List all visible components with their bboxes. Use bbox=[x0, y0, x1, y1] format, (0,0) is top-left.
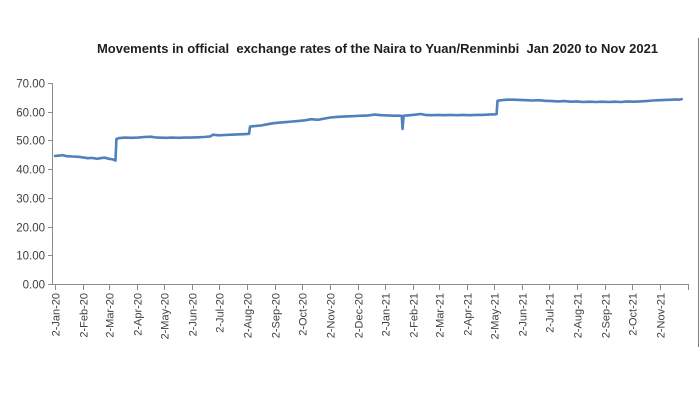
x-axis-tick-label: 2-Mar-21 bbox=[435, 293, 447, 338]
chart-title: Movements in official exchange rates of … bbox=[96, 41, 659, 56]
x-axis-tick-label: 2-Feb-21 bbox=[409, 293, 421, 338]
x-axis-tick-label: 2-Jan-21 bbox=[381, 293, 393, 336]
x-axis-tick-label: 2-Aug-20 bbox=[243, 293, 255, 338]
x-axis-tick-label: 2-May-20 bbox=[160, 293, 172, 339]
y-axis-tick-label: 50.00 bbox=[16, 136, 45, 148]
x-axis-tick-label: 2-Nov-20 bbox=[326, 293, 338, 338]
y-axis-tick-label: 0.00 bbox=[23, 280, 45, 292]
y-axis-tick-label: 30.00 bbox=[16, 194, 45, 206]
x-axis-tick-label: 2-Oct-21 bbox=[628, 293, 640, 336]
x-axis-tick-label: 2-Apr-21 bbox=[463, 293, 475, 336]
x-axis-tick-label: 2-Aug-21 bbox=[573, 293, 585, 338]
x-axis-tick-label: 2-Apr-20 bbox=[133, 293, 145, 336]
y-axis-tick-label: 10.00 bbox=[16, 251, 45, 263]
x-axis-tick-label: 2-Sep-20 bbox=[271, 293, 283, 338]
x-axis-tick-label: 2-Mar-20 bbox=[105, 293, 117, 338]
y-axis-tick-label: 60.00 bbox=[16, 108, 45, 120]
x-axis-tick-label: 2-May-21 bbox=[490, 293, 502, 339]
x-axis-tick-label: 2-Oct-20 bbox=[298, 293, 310, 336]
x-axis-tick-label: 2-Sep-21 bbox=[601, 293, 613, 338]
x-axis-tick-label: 2-Jul-21 bbox=[545, 293, 557, 333]
x-axis-tick-label: 2-Feb-20 bbox=[79, 293, 91, 338]
x-axis-tick-label: 2-Jun-21 bbox=[518, 293, 530, 336]
exchange-rate-series-line bbox=[53, 97, 684, 162]
y-axis-tick-label: 70.00 bbox=[16, 79, 45, 91]
x-axis-tick-label: 2-Jun-20 bbox=[188, 293, 200, 336]
x-axis-tick-label: 2-Jul-20 bbox=[215, 293, 227, 333]
y-axis-tick-label: 40.00 bbox=[16, 165, 45, 177]
x-axis-tick-label: 2-Nov-21 bbox=[656, 293, 668, 338]
x-axis-tick-label: 2-Dec-20 bbox=[354, 293, 366, 338]
y-axis-tick-label: 20.00 bbox=[16, 223, 45, 235]
x-axis-tick-label: 2-Jan-20 bbox=[51, 293, 63, 336]
